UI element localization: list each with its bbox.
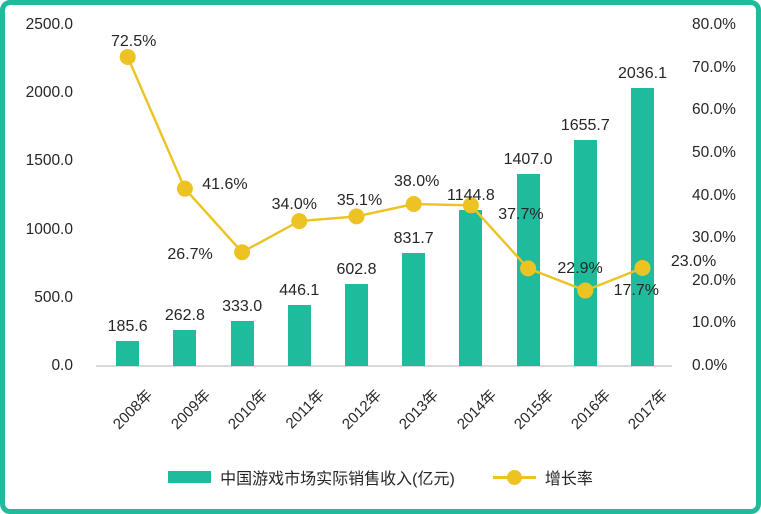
x-axis-category-label: 2013年 — [396, 386, 443, 433]
y-axis-right-tick-label: 20.0% — [692, 271, 736, 289]
y-axis-right-tick-label: 30.0% — [692, 229, 736, 247]
x-axis-category-label: 2012年 — [339, 386, 386, 433]
y-axis-left-tick-label: 1000.0 — [25, 220, 73, 238]
y-axis-right-tick-label: 50.0% — [692, 143, 736, 161]
line-value-label: 38.0% — [394, 173, 440, 191]
bar-value-label: 2036.1 — [618, 65, 667, 83]
x-axis-category-label: 2016年 — [567, 386, 615, 433]
combo-chart-plot-area: 0.0 500.0 1000.0 1500.0 2000.0 2500.0 0.0% 10.0… — [5, 5, 756, 509]
bar-2009年[interactable] — [173, 330, 197, 366]
y-axis-right-tick-label: 40.0% — [692, 186, 736, 204]
bar-value-label: 333.0 — [222, 297, 263, 315]
line-value-label: 22.9% — [557, 260, 603, 278]
bar-value-label: 1655.7 — [560, 117, 610, 135]
x-axis-category-label: 2010年 — [224, 386, 271, 433]
line-point-2013年[interactable] — [405, 196, 422, 213]
x-axis-category-label: 2008年 — [110, 386, 157, 433]
line-value-label: 26.7% — [167, 246, 213, 264]
x-axis-category-label: 2015年 — [510, 386, 557, 433]
bar-2010年[interactable] — [230, 320, 254, 366]
bar-2011年[interactable] — [287, 305, 311, 366]
x-axis-category-label: 2017年 — [625, 386, 672, 433]
chart-legend: 中国游戏市场实际销售收入(亿元) 增长率 — [5, 466, 756, 488]
line-value-label: 35.1% — [336, 192, 383, 210]
line-value-label: 37.7% — [498, 206, 544, 224]
legend-item-growth-rate[interactable]: 增长率 — [492, 465, 593, 489]
bar-2014年[interactable] — [459, 209, 483, 366]
line-value-label: 34.0% — [271, 196, 317, 214]
line-series-marker-icon — [492, 469, 536, 485]
bar-value-label: 831.7 — [393, 229, 434, 247]
bar-value-label: 602.8 — [336, 260, 377, 278]
bar-value-label: 446.1 — [279, 282, 320, 300]
x-axis-category-label: 2009年 — [167, 386, 214, 433]
bar-2008年[interactable] — [116, 340, 140, 366]
line-point-2010年[interactable] — [234, 244, 251, 261]
line-value-label: 72.5% — [111, 32, 157, 50]
y-axis-left-tick-label: 500.0 — [34, 288, 73, 306]
bar-2012年[interactable] — [345, 283, 368, 366]
legend-label-revenue: 中国游戏市场实际销售收入(亿元) — [220, 471, 455, 488]
line-value-label: 17.7% — [613, 281, 659, 299]
bar-2016年[interactable] — [573, 140, 597, 366]
bar-series-swatch-icon — [168, 471, 212, 483]
line-point-2011年[interactable] — [291, 213, 308, 230]
bar-value-label: 1144.8 — [447, 186, 495, 204]
line-value-label: 23.0% — [670, 252, 717, 270]
y-axis-right-tick-label: 80.0% — [692, 16, 736, 33]
legend-item-revenue[interactable]: 中国游戏市场实际销售收入(亿元) — [168, 465, 455, 489]
bar-value-label: 185.6 — [107, 317, 148, 335]
line-value-label: 41.6% — [202, 175, 248, 193]
bar-value-label: 262.8 — [164, 307, 205, 325]
x-axis-line — [96, 365, 672, 367]
y-axis-left-tick-label: 1500.0 — [25, 152, 73, 170]
y-axis-right-tick-label: 60.0% — [692, 101, 736, 119]
legend-label-growth-rate: 增长率 — [544, 471, 593, 488]
y-axis-left-tick-label: 0.0 — [51, 357, 73, 374]
bar-2013年[interactable] — [402, 252, 426, 366]
bar-2017年[interactable] — [631, 88, 654, 366]
y-axis-right-tick-label: 70.0% — [692, 58, 736, 76]
x-axis-category-label: 2011年 — [282, 386, 329, 433]
y-axis-left-tick-label: 2500.0 — [25, 16, 73, 33]
x-axis-category-label: 2014年 — [453, 386, 500, 433]
y-axis-left-tick-label: 2000.0 — [25, 84, 73, 102]
bar-value-label: 1407.0 — [503, 151, 553, 169]
y-axis-right-tick-label: 10.0% — [692, 314, 736, 332]
y-axis-right-tick-label: 0.0% — [692, 357, 728, 374]
